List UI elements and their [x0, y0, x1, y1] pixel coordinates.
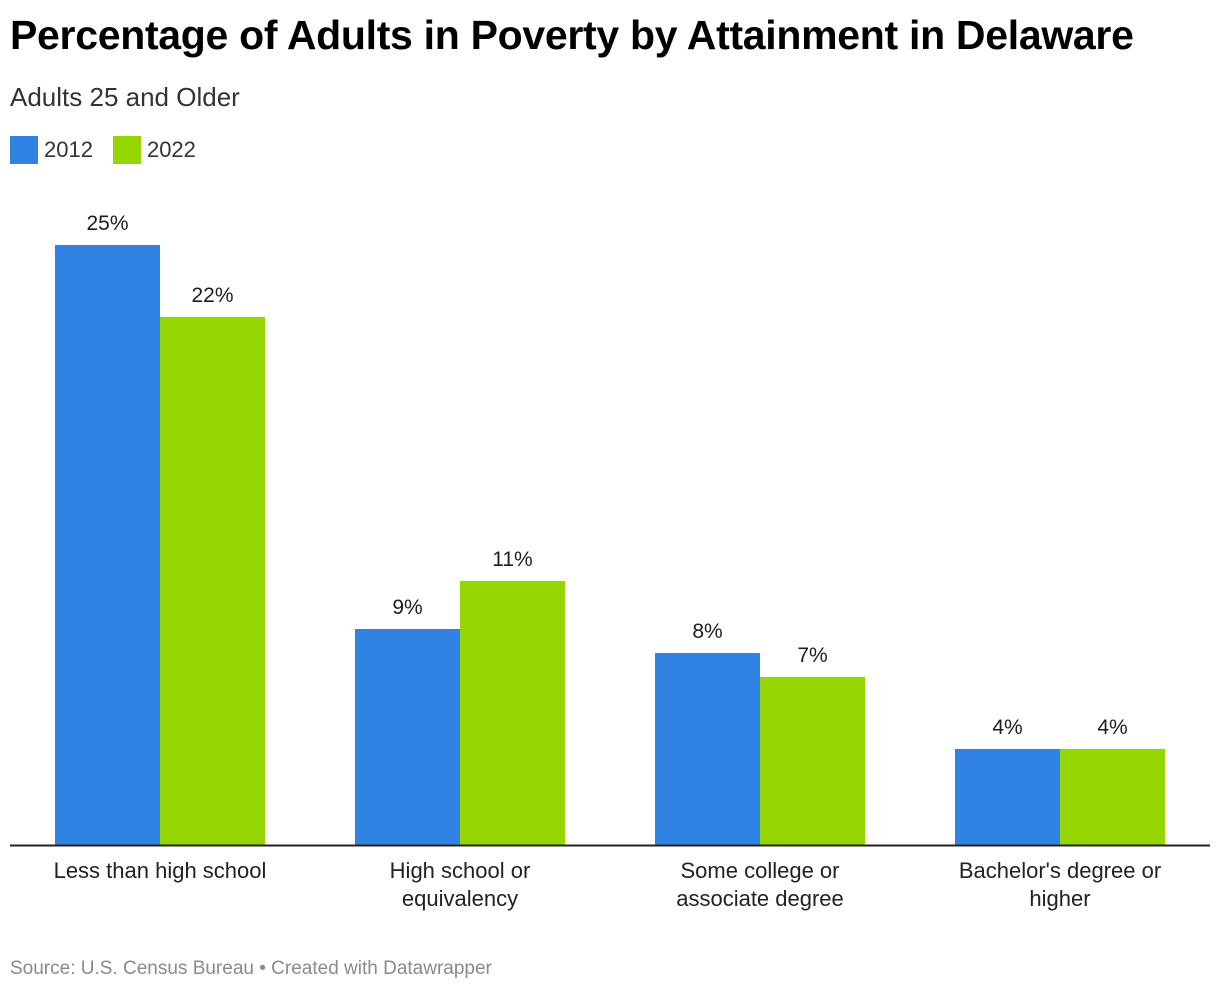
category-label-2-0: Some college or: [681, 858, 840, 883]
data-label-2022-2: 7%: [797, 644, 827, 667]
data-label-2012-2: 8%: [692, 620, 722, 643]
source-note: Source: U.S. Census Bureau • Created wit…: [10, 958, 492, 979]
bar-2012-2: [655, 653, 760, 845]
bar-2012-1: [355, 629, 460, 845]
category-label-1-0: High school or: [390, 858, 531, 883]
data-label-2022-0: 22%: [191, 284, 233, 307]
legend-label-2022: 2022: [146, 137, 196, 162]
data-label-2022-3: 4%: [1097, 716, 1127, 739]
category-label-3-1: higher: [1029, 886, 1090, 911]
category-label-2-1: associate degree: [676, 886, 844, 911]
bar-2022-3: [1060, 749, 1165, 845]
chart-subtitle: Adults 25 and Older: [10, 82, 240, 112]
category-label-1-1: equivalency: [402, 886, 518, 911]
legend-swatch-2012: [10, 136, 38, 164]
legend-item-2022: 2022: [112, 136, 196, 164]
legend-item-2012: 2012: [10, 136, 93, 164]
bar-2012-0: [55, 245, 160, 845]
bar-2012-3: [955, 749, 1060, 845]
legend: 2012 2022: [10, 136, 216, 164]
data-label-2022-1: 11%: [492, 548, 532, 571]
data-label-2012-3: 4%: [992, 716, 1022, 739]
legend-swatch-2022: [112, 136, 141, 164]
category-label-3-0: Bachelor's degree or: [959, 858, 1161, 883]
chart-title: Percentage of Adults in Poverty by Attai…: [10, 12, 1134, 58]
legend-label-2012: 2012: [44, 137, 93, 162]
category-label-0-0: Less than high school: [54, 858, 267, 883]
data-label-2012-0: 25%: [86, 212, 128, 235]
bar-2022-1: [460, 581, 565, 845]
bar-2022-2: [760, 677, 865, 845]
data-label-2012-1: 9%: [392, 596, 422, 619]
bar-2022-0: [160, 317, 265, 845]
